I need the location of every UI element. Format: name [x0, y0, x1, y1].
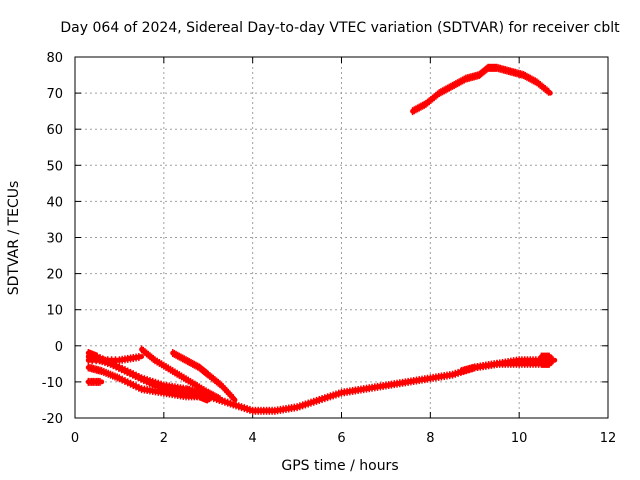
axis-ticks: 0 2 4 6 8 10 12 -20 -10 0 10 20 30 40 50 60 70 80 [42, 51, 617, 446]
x-tick-label: 8 [426, 431, 434, 446]
y-axis-title: SDTVAR / TECUs [6, 181, 22, 296]
y-tick-label: 30 [46, 232, 63, 247]
x-tick-label: 0 [71, 431, 79, 446]
grid [75, 57, 608, 418]
y-tick-label: 40 [46, 195, 63, 210]
y-tick-label: 20 [46, 268, 63, 283]
y-tick-label: -20 [42, 412, 63, 427]
x-tick-label: 10 [511, 431, 528, 446]
x-tick-label: 6 [337, 431, 345, 446]
y-tick-label: 0 [55, 340, 63, 355]
y-tick-label: 70 [46, 87, 63, 102]
series-layer [85, 63, 558, 415]
x-tick-label: 2 [160, 431, 168, 446]
y-tick-label: 50 [46, 159, 63, 174]
x-tick-label: 4 [249, 431, 257, 446]
y-tick-label: 10 [46, 304, 63, 319]
x-tick-label: 12 [600, 431, 617, 446]
chart-title: Day 064 of 2024, Sidereal Day-to-day VTE… [60, 20, 620, 36]
x-axis-title: GPS time / hours [281, 458, 398, 474]
y-tick-label: 80 [46, 51, 63, 66]
y-tick-label: -10 [42, 376, 63, 391]
y-tick-label: 60 [46, 123, 63, 138]
